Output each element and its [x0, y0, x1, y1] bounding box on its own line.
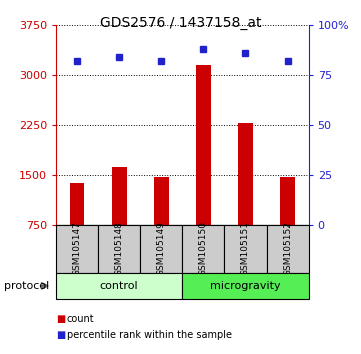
Text: ■: ■	[56, 314, 65, 324]
Text: protocol: protocol	[4, 281, 49, 291]
Bar	[182, 273, 309, 299]
Bar	[70, 183, 84, 225]
Bar	[280, 177, 295, 225]
Text: GSM105150: GSM105150	[199, 221, 208, 276]
Bar	[140, 225, 182, 273]
Text: ■: ■	[56, 330, 65, 339]
Text: GSM105148: GSM105148	[115, 221, 123, 276]
Text: GSM105147: GSM105147	[73, 221, 82, 276]
Text: control: control	[100, 281, 138, 291]
Text: microgravity: microgravity	[210, 281, 281, 291]
Bar	[56, 273, 182, 299]
Text: GSM105152: GSM105152	[283, 221, 292, 276]
Bar	[266, 225, 309, 273]
Text: count: count	[67, 314, 95, 324]
Bar	[238, 123, 253, 225]
Bar	[196, 65, 211, 225]
Bar	[154, 177, 169, 225]
Bar	[56, 225, 98, 273]
Text: GSM105151: GSM105151	[241, 221, 250, 276]
Bar	[225, 225, 266, 273]
Bar	[98, 225, 140, 273]
Bar	[112, 167, 126, 225]
Bar	[182, 225, 225, 273]
Text: GDS2576 / 1437158_at: GDS2576 / 1437158_at	[100, 16, 261, 30]
Text: GSM105149: GSM105149	[157, 221, 166, 276]
Text: percentile rank within the sample: percentile rank within the sample	[67, 330, 232, 339]
